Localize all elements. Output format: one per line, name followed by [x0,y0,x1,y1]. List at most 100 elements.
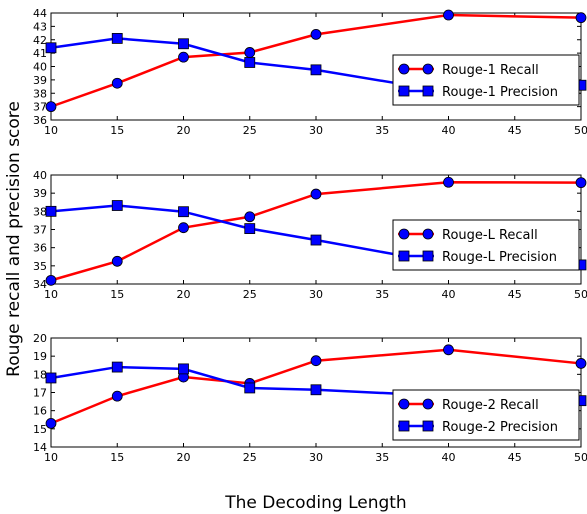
data-point [45,274,57,286]
data-point [443,176,454,188]
legend-marker [422,63,434,75]
data-point [111,255,123,267]
y-tick-label: 15 [33,423,47,436]
x-tick-label: 35 [375,451,389,464]
data-point [310,234,322,246]
data-point [111,33,123,44]
y-axis-label: Rouge recall and precision score [4,101,24,377]
y-tick-label: 35 [33,260,47,273]
legend: Rouge-2 Recall Rouge-2 Precision [392,389,580,441]
x-tick-label: 25 [243,124,257,137]
data-point [111,390,123,402]
x-tick-label: 15 [110,124,124,137]
y-tick-label: 36 [33,114,47,127]
x-tick-label: 35 [375,288,389,301]
panel-2: 10 15 20 25 30 35 40 45 50 34 35 36 37 38 39 40 Rouge-L … [33,169,587,301]
x-tick-label: 30 [309,124,323,137]
x-tick-label: 40 [442,288,456,301]
data-point [310,188,322,200]
data-point [443,344,454,356]
x-axis-label: The Decoding Length [224,493,406,513]
data-point [111,77,123,89]
legend-marker [398,398,410,410]
legend-label: Rouge-2 Recall [442,398,539,413]
y-tick-label: 37 [33,224,47,237]
legend-marker [398,250,410,262]
panel-3: 10 15 20 25 30 35 40 45 50 14 15 16 17 18 19 20 Rouge-2 … [33,332,587,464]
data-point [244,223,256,234]
data-point [111,361,123,373]
x-tick-label: 10 [44,451,58,464]
legend-box [392,389,580,441]
y-tick-label: 19 [33,350,47,363]
x-tick-label: 50 [574,124,587,137]
y-tick-label: 38 [33,87,47,100]
legend-label: Rouge-1 Recall [442,63,539,78]
y-tick-label: 20 [33,332,47,345]
data-point [45,42,57,54]
legend-marker [398,63,410,75]
y-tick-label: 34 [33,278,47,291]
x-tick-label: 45 [508,288,522,301]
data-point [575,12,587,24]
data-point [45,372,57,384]
legend-label: Rouge-2 Precision [442,420,558,435]
legend-marker [422,250,434,262]
data-point [178,363,189,375]
data-point [575,358,587,369]
legend: Rouge-1 Recall Rouge-1 Precision [392,54,580,106]
y-tick-label: 38 [33,205,47,218]
x-tick-label: 10 [44,288,58,301]
data-point [310,64,322,76]
data-point [45,101,57,113]
x-tick-label: 15 [110,451,124,464]
x-tick-label: 50 [574,288,587,301]
data-point [178,206,189,218]
legend-marker [398,420,410,432]
x-tick-label: 30 [309,288,323,301]
x-tick-label: 35 [375,124,389,137]
data-point [45,417,57,429]
x-tick-label: 25 [243,288,257,301]
legend-marker [422,398,434,410]
x-tick-label: 40 [442,451,456,464]
y-tick-label: 42 [33,34,47,47]
y-tick-label: 16 [33,405,47,418]
x-tick-label: 20 [177,451,191,464]
data-point [178,222,189,234]
x-tick-label: 30 [309,451,323,464]
x-tick-label: 20 [177,124,191,137]
legend-marker [398,228,410,240]
data-point [310,29,322,40]
y-tick-label: 36 [33,242,47,255]
legend: Rouge-L Recall Rouge-L Precision [392,219,580,271]
y-tick-label: 17 [33,387,47,400]
legend-marker [422,85,434,97]
data-point [575,177,587,189]
legend-box [392,54,580,106]
data-point [310,355,322,367]
data-point [178,51,189,63]
y-tick-label: 14 [33,441,47,454]
x-tick-label: 40 [442,124,456,137]
legend-label: Rouge-1 Precision [442,85,558,100]
data-point [111,200,123,211]
x-tick-label: 25 [243,451,257,464]
legend-marker [422,228,434,240]
data-point [244,382,256,394]
data-point [45,205,57,217]
y-tick-label: 37 [33,101,47,114]
legend-box [392,219,580,271]
x-tick-label: 10 [44,124,58,137]
legend-marker [398,85,410,97]
y-tick-label: 40 [33,169,47,182]
x-tick-label: 45 [508,451,522,464]
y-tick-label: 39 [33,187,47,200]
x-tick-label: 20 [177,288,191,301]
y-tick-label: 44 [33,7,47,20]
y-tick-label: 43 [33,20,47,33]
y-tick-label: 41 [33,47,47,60]
y-tick-label: 39 [33,74,47,87]
x-tick-label: 15 [110,288,124,301]
